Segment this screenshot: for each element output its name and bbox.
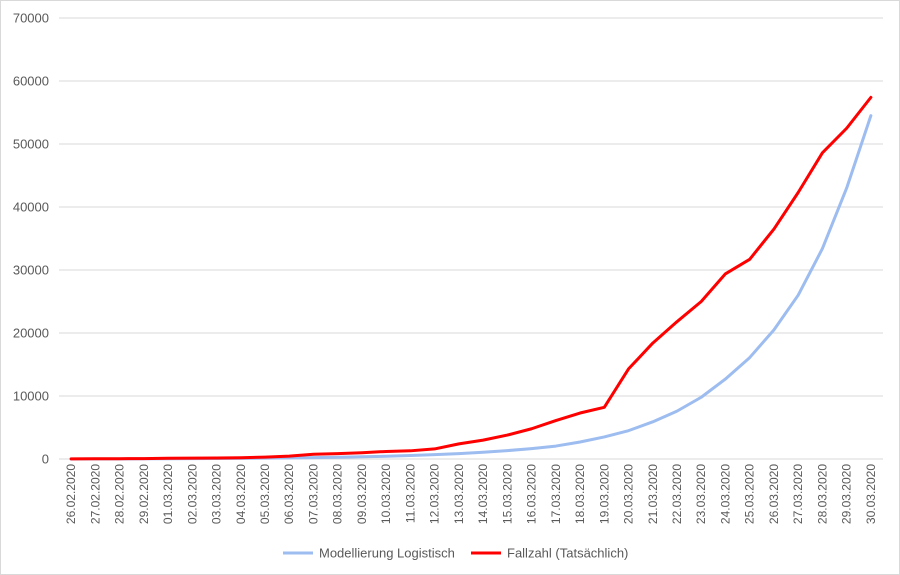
x-tick-label: 25.03.2020 [743,464,757,524]
y-tick-label: 30000 [13,263,49,278]
x-tick-label: 17.03.2020 [549,464,563,524]
x-tick-label: 24.03.2020 [718,464,732,524]
x-tick-label: 26.02.2020 [64,464,78,524]
x-tick-label: 20.03.2020 [622,464,636,524]
y-tick-label: 60000 [13,74,49,89]
legend-label: Modellierung Logistisch [319,546,455,561]
x-tick-label: 18.03.2020 [573,464,587,524]
y-tick-label: 20000 [13,326,49,341]
x-tick-label: 27.03.2020 [791,464,805,524]
x-tick-label: 22.03.2020 [670,464,684,524]
x-tick-label: 03.03.2020 [210,464,224,524]
x-tick-label: 21.03.2020 [646,464,660,524]
x-tick-label: 29.02.2020 [137,464,151,524]
x-tick-label: 28.03.2020 [815,464,829,524]
series-line-modellierung [69,114,873,461]
x-tick-label: 28.02.2020 [113,464,127,524]
x-tick-label: 29.03.2020 [840,464,854,524]
x-tick-label: 10.03.2020 [379,464,393,524]
x-tick-label: 04.03.2020 [234,464,248,524]
x-axis-ticks: 26.02.2020 27.02.2020 28.02.2020 29.02.2020… [64,464,878,524]
x-tick-label: 12.03.2020 [428,464,442,524]
legend-label: Fallzahl (Tatsächlich) [507,546,628,561]
x-tick-label: 07.03.2020 [306,464,320,524]
gridlines [59,17,883,460]
x-tick-label: 05.03.2020 [258,464,272,524]
x-tick-label: 27.02.2020 [88,464,102,524]
x-tick-label: 08.03.2020 [331,464,345,524]
x-tick-label: 30.03.2020 [864,464,878,524]
x-tick-label: 06.03.2020 [282,464,296,524]
y-tick-label: 0 [42,452,49,467]
x-tick-label: 01.03.2020 [161,464,175,524]
x-tick-label: 19.03.2020 [597,464,611,524]
series-lines [69,95,873,461]
x-tick-label: 13.03.2020 [452,464,466,524]
x-tick-label: 14.03.2020 [476,464,490,524]
x-tick-label: 23.03.2020 [694,464,708,524]
x-tick-label: 26.03.2020 [767,464,781,524]
legend: Modellierung Logistisch Fallzahl (Tatsäch… [283,546,628,561]
series-line-fallzahl [69,95,873,461]
x-tick-label: 11.03.2020 [403,464,417,523]
x-tick-label: 15.03.2020 [500,464,514,524]
x-tick-label: 02.03.2020 [185,464,199,524]
y-tick-label: 10000 [13,389,49,404]
y-tick-label: 70000 [13,11,49,26]
y-tick-label: 50000 [13,137,49,152]
y-tick-label: 40000 [13,200,49,215]
x-tick-label: 09.03.2020 [355,464,369,524]
y-axis-ticks: 0 10000 20000 30000 40000 50000 60000 70000 [13,11,49,467]
x-tick-label: 16.03.2020 [525,464,539,524]
